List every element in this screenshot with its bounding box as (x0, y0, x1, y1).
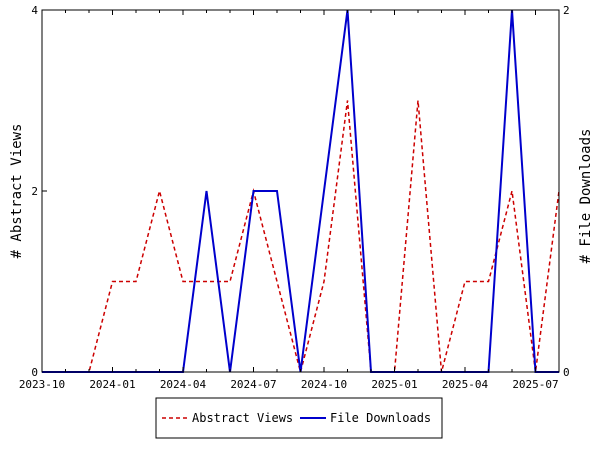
plot-area (42, 9, 560, 375)
legend-box (155, 397, 443, 439)
x-tick-label: 2025-01 (371, 378, 417, 391)
legend: Abstract Views File Downloads (155, 397, 443, 439)
series-line-file-downloads (42, 9, 559, 373)
y-left-tick-label: 2 (31, 185, 38, 198)
axis-ticks: 2023-10 2024-01 2024-04 2024-07 2024-10 2025-… (19, 4, 570, 391)
y-right-tick-label: 2 (563, 4, 570, 17)
x-tick-label: 2025-07 (512, 378, 558, 391)
x-tick-label: 2024-07 (230, 378, 276, 391)
y-left-tick-label: 0 (31, 366, 38, 379)
y-left-tick-label: 4 (31, 4, 38, 17)
y-axis-right-title: # File Downloads (578, 129, 594, 264)
series-line-abstract-views (42, 100, 560, 375)
legend-label-abstract-views: Abstract Views (192, 411, 293, 425)
plot-frame (41, 9, 560, 373)
x-tick-label: 2024-01 (89, 378, 135, 391)
legend-label-file-downloads: File Downloads (330, 411, 431, 425)
x-tick-label: 2023-10 (19, 378, 65, 391)
x-tick-label: 2025-04 (442, 378, 489, 391)
y-right-tick-label: 0 (563, 366, 570, 379)
x-tick-label: 2024-04 (160, 378, 207, 391)
x-tick-label: 2024-10 (301, 378, 347, 391)
y-axis-left-title: # Abstract Views (9, 124, 25, 259)
